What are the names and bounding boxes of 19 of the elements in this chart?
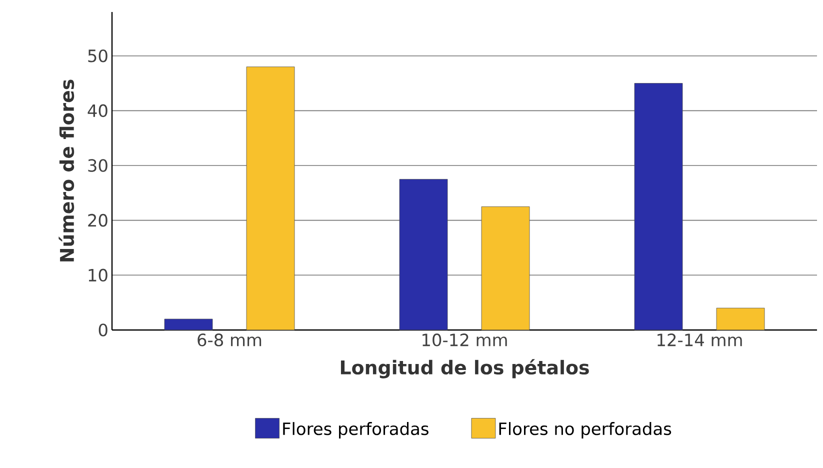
legend-label: Flores no perforadas [499,422,672,438]
y-tick-label: 0 [98,324,108,336]
bar [164,318,213,330]
x-tick-label: 10-12 mm [422,333,507,346]
bar [399,179,448,330]
y-tick-label: 50 [88,49,108,62]
x-tick-label: 6-8 mm [198,333,262,346]
bar [716,308,765,330]
y-axis-title: Número de flores [58,80,74,262]
y-tick-label: 10 [88,268,108,282]
bar [481,206,530,330]
bar [634,83,683,330]
x-tick-label: 12-14 mm [658,333,742,346]
y-tick-label: 40 [88,104,108,118]
legend-label: Flores perforadas [283,422,428,438]
y-tick-label: 30 [88,159,108,172]
bar [246,66,295,330]
y-tick-label: 20 [88,214,108,227]
x-axis-title: Longitud de los pétalos [340,359,589,378]
